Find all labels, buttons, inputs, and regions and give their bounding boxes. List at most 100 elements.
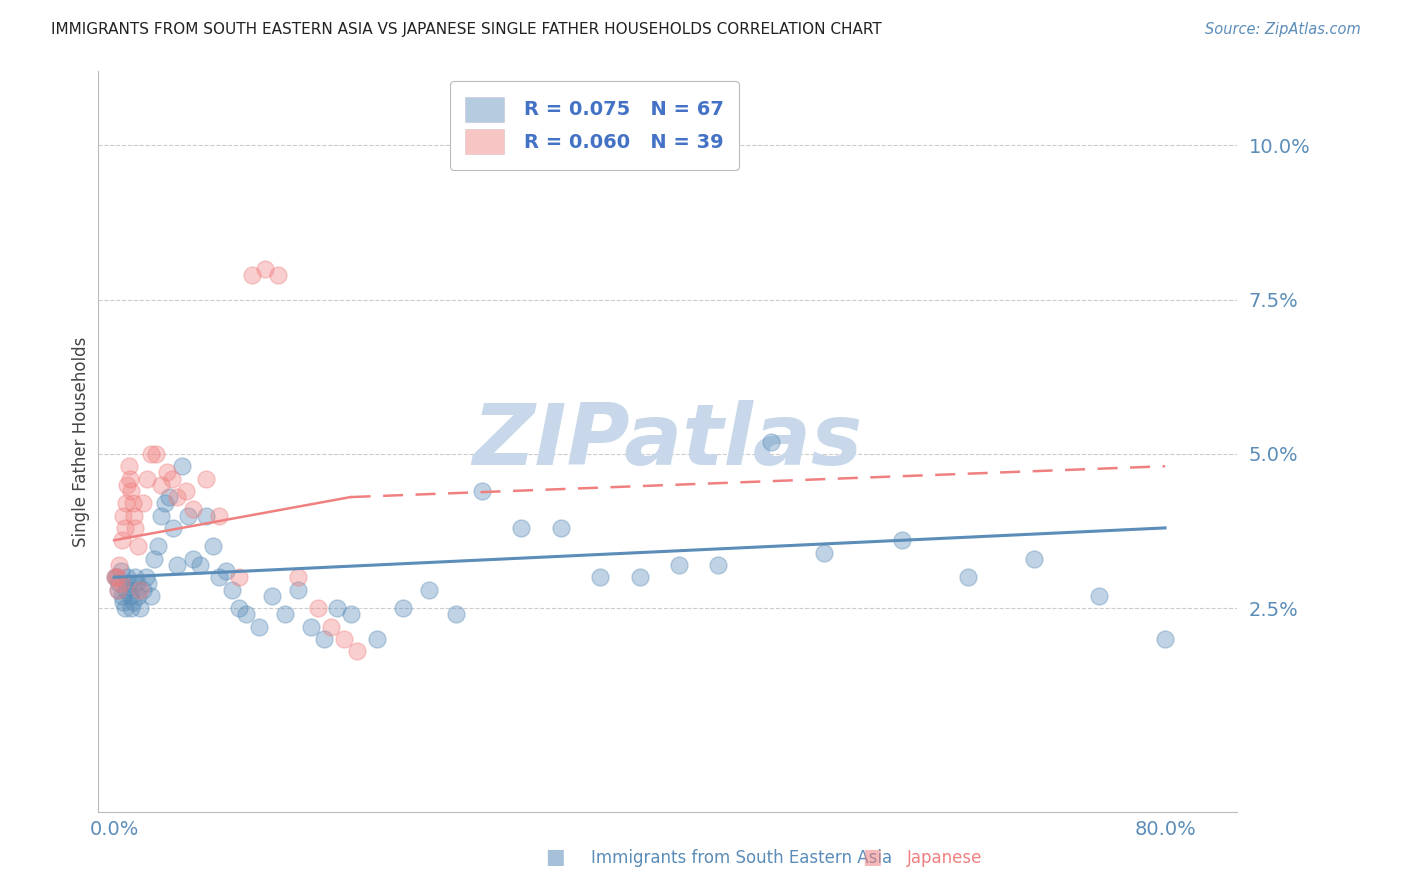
Point (274, 607, 297, 622)
Point (287, 582, 309, 597)
Point (628, 570, 651, 584)
Point (346, 644, 368, 658)
Text: Source: ZipAtlas.com: Source: ZipAtlas.com (1205, 22, 1361, 37)
Point (117, 576, 139, 591)
Point (1022, 551, 1045, 566)
Point (111, 589, 134, 603)
Text: IMMIGRANTS FROM SOUTH EASTERN ASIA VS JAPANESE SINGLE FATHER HOUSEHOLDS CORRELAT: IMMIGRANTS FROM SOUTH EASTERN ASIA VS JA… (51, 22, 882, 37)
Point (111, 533, 134, 548)
Point (668, 558, 690, 572)
Point (228, 601, 250, 615)
Point (157, 490, 180, 504)
Point (172, 459, 194, 474)
Point (366, 632, 388, 646)
Point (114, 601, 136, 615)
Point (891, 533, 914, 548)
Point (1154, 632, 1177, 646)
Text: ■: ■ (546, 847, 565, 867)
Point (132, 496, 155, 510)
Point (127, 540, 149, 554)
Point (215, 564, 238, 578)
Point (129, 582, 152, 597)
Point (201, 540, 224, 554)
Point (104, 570, 127, 584)
Point (121, 595, 143, 609)
Point (299, 619, 322, 633)
Point (114, 521, 136, 535)
Point (142, 551, 165, 566)
Point (150, 508, 173, 523)
Point (120, 483, 142, 498)
Point (813, 545, 835, 560)
Point (319, 619, 342, 633)
Point (260, 589, 283, 603)
Point (181, 502, 204, 516)
Point (127, 589, 149, 603)
Point (759, 434, 782, 449)
Point (121, 496, 143, 510)
Point (117, 477, 139, 491)
Point (125, 576, 148, 591)
Point (221, 582, 243, 597)
Point (105, 570, 128, 584)
Point (146, 540, 169, 554)
Point (510, 521, 533, 535)
Point (314, 632, 336, 646)
Point (188, 558, 211, 572)
Point (118, 589, 141, 603)
Point (181, 551, 204, 566)
Point (589, 570, 612, 584)
Point (110, 564, 132, 578)
Point (550, 521, 572, 535)
Point (104, 570, 127, 584)
Point (107, 582, 129, 597)
Point (195, 508, 218, 523)
Point (115, 496, 138, 510)
Point (110, 576, 132, 591)
Point (307, 601, 329, 615)
Point (177, 508, 200, 523)
Point (117, 570, 139, 584)
Point (118, 471, 141, 485)
Point (120, 601, 142, 615)
Point (208, 508, 231, 523)
Point (145, 447, 167, 461)
Point (139, 447, 162, 461)
Point (117, 459, 139, 474)
Point (156, 466, 179, 480)
Point (333, 632, 356, 646)
Point (247, 619, 270, 633)
Point (136, 471, 159, 485)
Point (254, 261, 277, 276)
Point (105, 570, 128, 584)
Y-axis label: Single Father Households: Single Father Households (72, 336, 90, 547)
Point (228, 570, 250, 584)
Point (176, 483, 198, 498)
Point (135, 570, 157, 584)
Point (108, 576, 131, 591)
Point (235, 607, 257, 622)
Point (240, 268, 263, 282)
Point (162, 521, 184, 535)
Point (108, 558, 131, 572)
Text: ZIPatlas: ZIPatlas (472, 400, 863, 483)
Text: Immigrants from South Eastern Asia: Immigrants from South Eastern Asia (591, 849, 891, 867)
Point (956, 570, 979, 584)
Point (208, 570, 231, 584)
Point (129, 601, 152, 615)
Point (418, 582, 440, 597)
Point (122, 582, 145, 597)
Point (166, 490, 188, 504)
Point (132, 582, 155, 597)
Point (392, 601, 415, 615)
Point (471, 483, 494, 498)
Point (150, 477, 173, 491)
Point (112, 595, 135, 609)
Point (124, 521, 146, 535)
Point (1088, 589, 1111, 603)
Point (139, 589, 162, 603)
Point (267, 268, 290, 282)
Point (124, 570, 146, 584)
Point (166, 558, 188, 572)
Point (195, 471, 218, 485)
